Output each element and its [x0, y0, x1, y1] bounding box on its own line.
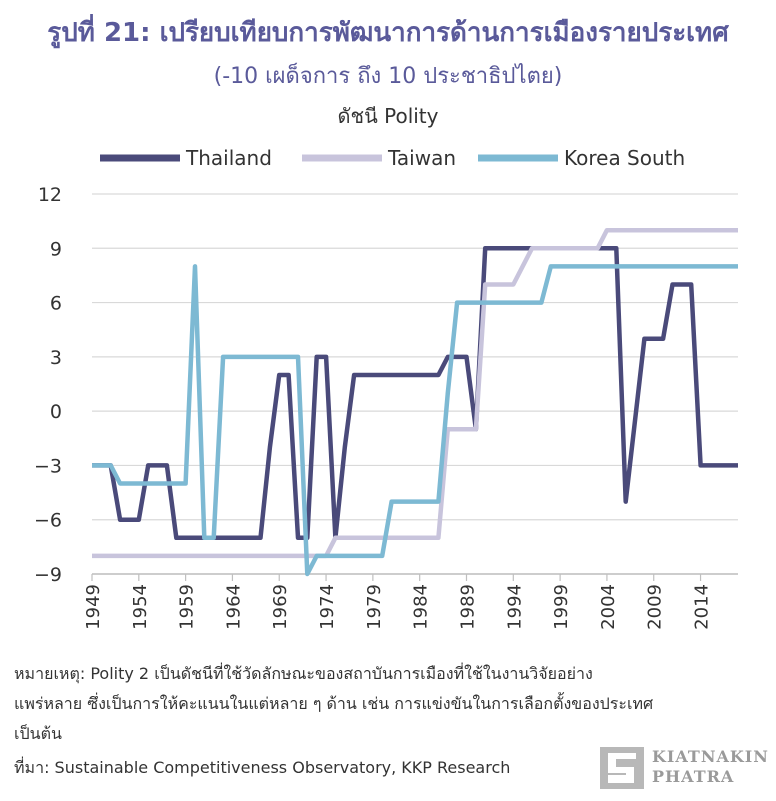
x-tick-label: 1969 — [270, 584, 291, 630]
legend-label: Thailand — [185, 146, 272, 170]
logo-text-line-1: KIATNAKIN — [652, 747, 769, 766]
series-line-korea-south — [92, 264, 738, 577]
y-axis-label: ดัชนี Polity — [337, 104, 439, 128]
chart-title: รูปที่ 21: เปรียบเทียบการพัฒนาการด้านการ… — [47, 18, 729, 48]
note-line-2: แพร่หลาย ซึ่งเป็นการให้คะแนนในแต่หลาย ๆ … — [14, 694, 654, 713]
x-tick-label: 1954 — [130, 584, 151, 630]
series-line-taiwan — [92, 227, 738, 559]
line-chart: Thailand Taiwan Korea South −9 −6 −3 0 3 6 9 12 1… — [34, 146, 738, 630]
x-tick-label: 1974 — [317, 584, 338, 630]
y-axis: −9 −6 −3 0 3 6 9 12 — [34, 184, 62, 586]
legend-label: Korea South — [564, 146, 685, 170]
x-tick-label: 2004 — [598, 584, 619, 630]
y-tick-label: −6 — [34, 510, 62, 532]
source-note: ที่มา: Sustainable Competitiveness Obser… — [14, 758, 511, 777]
y-tick-label: 9 — [50, 238, 62, 260]
x-tick-label: 1949 — [83, 584, 104, 630]
series-lines — [92, 227, 738, 577]
x-tick-label: 1984 — [411, 584, 432, 630]
x-tick-label: 2009 — [645, 584, 666, 630]
chart-subtitle: (-10 เผด็จการ ถึง 10 ประชาธิปไตย) — [213, 64, 563, 89]
x-tick-label: 1959 — [177, 584, 198, 630]
legend: Thailand Taiwan Korea South — [100, 146, 685, 170]
note-line-3: เป็นต้น — [14, 724, 62, 743]
y-tick-label: 0 — [50, 401, 62, 423]
logo-text-line-2: PHATRA — [652, 767, 735, 786]
x-tick-label: 1979 — [364, 584, 385, 630]
logo-mark-icon — [600, 747, 644, 789]
x-tick-label: 2014 — [692, 584, 713, 630]
x-tick-label: 1994 — [504, 584, 525, 630]
x-tick-label: 1989 — [457, 584, 478, 630]
y-tick-label: 12 — [38, 184, 62, 206]
x-tick-label: 1964 — [223, 584, 244, 630]
y-tick-label: −3 — [34, 455, 62, 477]
y-tick-label: 3 — [50, 347, 62, 369]
x-axis: 1949 1954 1959 1964 1969 1974 1979 1984 1989 1994… — [83, 573, 738, 630]
y-tick-label: 6 — [50, 293, 62, 315]
kiatnakin-phatra-logo: KIATNAKIN PHATRA — [600, 745, 770, 793]
legend-label: Taiwan — [387, 146, 456, 170]
x-tick-label: 1999 — [551, 584, 572, 630]
note-line-1: หมายเหตุ: Polity 2 เป็นดัชนีที่ใช้วัดลัก… — [14, 664, 593, 683]
y-tick-label: −9 — [34, 564, 62, 586]
